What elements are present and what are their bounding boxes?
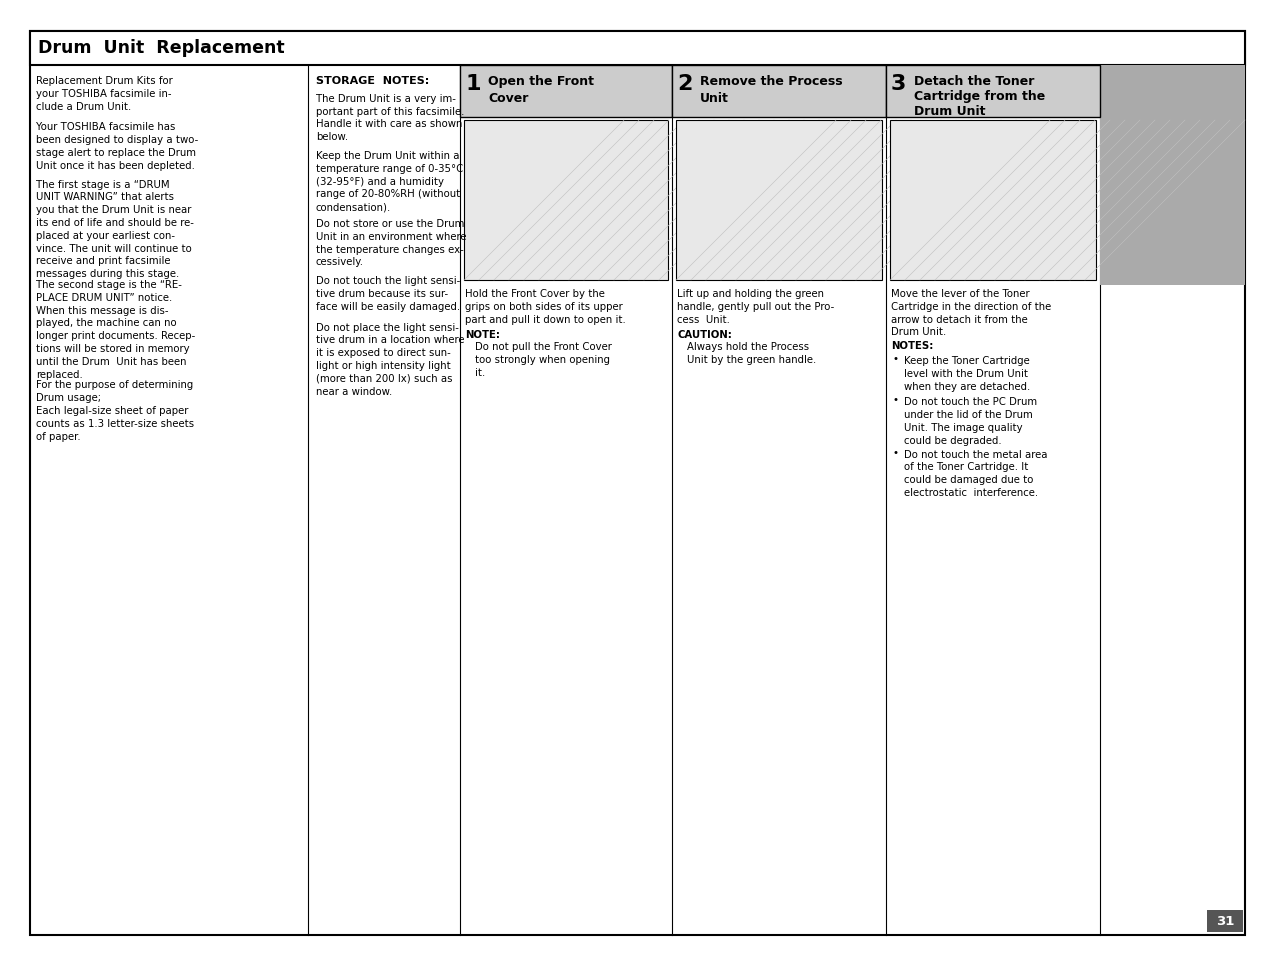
Text: Your TOSHIBA facsimile has
been designed to display a two-
stage alert to replac: Your TOSHIBA facsimile has been designed… bbox=[36, 122, 198, 171]
Bar bbox=[464, 121, 667, 281]
Text: Cartridge from the: Cartridge from the bbox=[914, 90, 1046, 103]
Text: Do not touch the metal area
of the Toner Cartridge. It
could be damaged due to
e: Do not touch the metal area of the Toner… bbox=[904, 449, 1047, 497]
Bar bbox=[676, 121, 882, 281]
Text: Lift up and holding the green
handle, gently pull out the Pro-
cess  Unit.: Lift up and holding the green handle, ge… bbox=[676, 289, 834, 324]
Text: Unit: Unit bbox=[700, 91, 728, 105]
Text: 2: 2 bbox=[676, 74, 693, 94]
Text: Keep the Toner Cartridge
level with the Drum Unit
when they are detached.: Keep the Toner Cartridge level with the … bbox=[904, 355, 1030, 391]
Text: •: • bbox=[893, 395, 898, 405]
Text: For the purpose of determining
Drum usage;
Each legal-size sheet of paper
counts: For the purpose of determining Drum usag… bbox=[36, 380, 194, 441]
Text: Do not touch the PC Drum
under the lid of the Drum
Unit. The image quality
could: Do not touch the PC Drum under the lid o… bbox=[904, 397, 1037, 445]
Text: Replacement Drum Kits for
your TOSHIBA facsimile in-
clude a Drum Unit.: Replacement Drum Kits for your TOSHIBA f… bbox=[36, 76, 173, 112]
Text: Do not pull the Front Cover
too strongly when opening
it.: Do not pull the Front Cover too strongly… bbox=[475, 342, 612, 377]
Text: Remove the Process: Remove the Process bbox=[700, 75, 843, 88]
Text: 1: 1 bbox=[464, 74, 481, 94]
Text: Drum Unit: Drum Unit bbox=[914, 105, 986, 118]
Text: The Drum Unit is a very im-
portant part of this facsimile.
Handle it with care : The Drum Unit is a very im- portant part… bbox=[316, 93, 464, 142]
Bar bbox=[1100, 66, 1245, 286]
Text: Move the lever of the Toner
Cartridge in the direction of the
arrow to detach it: Move the lever of the Toner Cartridge in… bbox=[891, 289, 1051, 337]
Text: The first stage is a “DRUM
UNIT WARNING” that alerts
you that the Drum Unit is n: The first stage is a “DRUM UNIT WARNING”… bbox=[36, 179, 194, 279]
Text: NOTE:: NOTE: bbox=[464, 330, 500, 340]
Text: The second stage is the “RE-
PLACE DRUM UNIT” notice.
When this message is dis-
: The second stage is the “RE- PLACE DRUM … bbox=[36, 280, 195, 379]
Bar bbox=[1207, 910, 1244, 932]
Text: Do not place the light sensi-
tive drum in a location where
it is exposed to dir: Do not place the light sensi- tive drum … bbox=[316, 322, 464, 396]
Text: NOTES:: NOTES: bbox=[891, 341, 934, 351]
Bar bbox=[30, 32, 1245, 66]
Text: STORAGE  NOTES:: STORAGE NOTES: bbox=[316, 76, 429, 86]
Text: •: • bbox=[893, 447, 898, 457]
Text: •: • bbox=[893, 354, 898, 364]
Text: Do not store or use the Drum
Unit in an environment where
the temperature change: Do not store or use the Drum Unit in an … bbox=[316, 219, 467, 267]
Text: Always hold the Process
Unit by the green handle.: Always hold the Process Unit by the gree… bbox=[687, 342, 816, 365]
Bar bbox=[886, 66, 1100, 118]
Text: Hold the Front Cover by the
grips on both sides of its upper
part and pull it do: Hold the Front Cover by the grips on bot… bbox=[464, 289, 626, 324]
Text: Do not touch the light sensi-
tive drum because its sur-
face will be easily dam: Do not touch the light sensi- tive drum … bbox=[316, 276, 461, 312]
Bar bbox=[673, 66, 886, 118]
Text: CAUTION:: CAUTION: bbox=[676, 330, 732, 340]
Text: Cover: Cover bbox=[489, 91, 528, 105]
Text: Detach the Toner: Detach the Toner bbox=[914, 75, 1034, 88]
Text: Keep the Drum Unit within a
temperature range of 0-35°C
(32-95°F) and a humidity: Keep the Drum Unit within a temperature … bbox=[316, 151, 463, 212]
Text: Open the Front: Open the Front bbox=[489, 75, 594, 88]
Text: 31: 31 bbox=[1216, 915, 1235, 927]
Text: 3: 3 bbox=[891, 74, 906, 94]
Bar bbox=[459, 66, 673, 118]
Bar bbox=[890, 121, 1096, 281]
Text: Drum  Unit  Replacement: Drum Unit Replacement bbox=[38, 39, 284, 57]
